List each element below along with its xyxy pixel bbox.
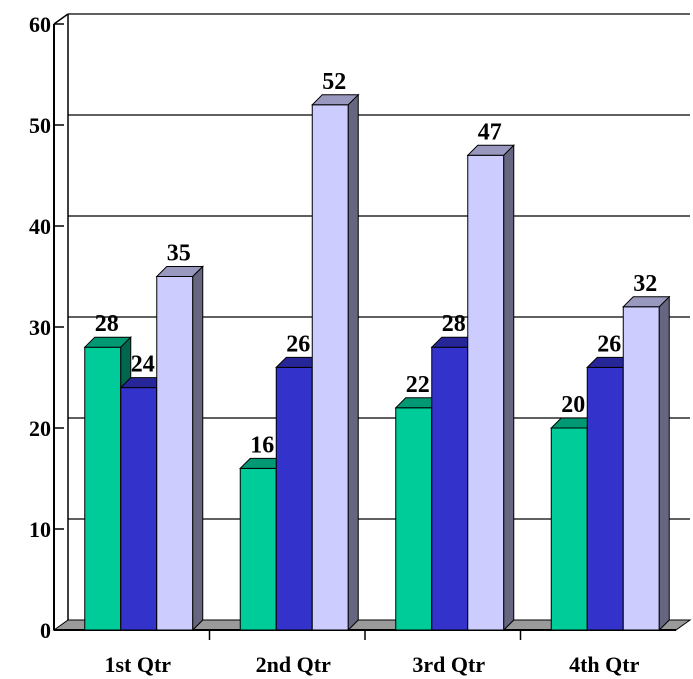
bar-front bbox=[120, 387, 158, 631]
data-label: 20 bbox=[561, 392, 585, 418]
data-label: 35 bbox=[167, 241, 191, 267]
bar-front bbox=[156, 276, 194, 631]
y-tick-label: 60 bbox=[29, 12, 51, 37]
bar-side bbox=[347, 93, 359, 632]
y-tick-label: 10 bbox=[29, 517, 51, 542]
x-category-label: 4th Qtr bbox=[569, 652, 640, 677]
bar-front bbox=[311, 104, 349, 631]
y-tick-label: 0 bbox=[40, 618, 51, 643]
x-category-label: 2nd Qtr bbox=[256, 652, 331, 677]
data-label: 22 bbox=[406, 372, 430, 398]
bar-side bbox=[658, 295, 670, 632]
data-label: 47 bbox=[478, 119, 502, 145]
bar-series3-2 bbox=[311, 93, 360, 632]
bar-front bbox=[550, 427, 588, 631]
bar-front bbox=[431, 346, 469, 631]
data-label: 16 bbox=[250, 432, 274, 458]
bar-front bbox=[395, 407, 433, 631]
y-axis-top-edge bbox=[53, 13, 69, 25]
bar-front bbox=[467, 154, 505, 631]
data-label: 28 bbox=[95, 311, 119, 337]
data-labels: 28 24 35 16 26 52 22 28 47 20 26 32 bbox=[95, 69, 658, 459]
bar-front bbox=[239, 467, 277, 631]
bar-front bbox=[275, 366, 313, 631]
data-label: 28 bbox=[442, 311, 466, 337]
y-tick-label: 20 bbox=[29, 416, 51, 441]
y-tick-label: 30 bbox=[29, 315, 51, 340]
data-label: 32 bbox=[633, 271, 657, 297]
y-tick-label: 50 bbox=[29, 113, 51, 138]
bar-side bbox=[192, 265, 204, 632]
data-label: 24 bbox=[131, 352, 155, 378]
y-tick-label: 40 bbox=[29, 214, 51, 239]
x-category-label: 3rd Qtr bbox=[412, 652, 485, 677]
x-category-label: 1st Qtr bbox=[104, 652, 171, 677]
data-label: 26 bbox=[286, 331, 310, 357]
data-label: 52 bbox=[322, 69, 346, 95]
bar-front bbox=[84, 346, 122, 631]
bar-series3-4 bbox=[622, 295, 671, 632]
bar-series3-3 bbox=[466, 144, 515, 632]
axes: 0 10 20 30 40 50 60 1st Qtr 2nd Qtr 3rd Qtr 4th Qt… bbox=[29, 12, 676, 677]
bars bbox=[83, 93, 671, 632]
bar-series3-1 bbox=[155, 265, 204, 632]
bar-front bbox=[622, 306, 660, 631]
data-label: 26 bbox=[597, 331, 621, 357]
bar-front bbox=[586, 366, 624, 631]
bar-side bbox=[503, 144, 515, 632]
